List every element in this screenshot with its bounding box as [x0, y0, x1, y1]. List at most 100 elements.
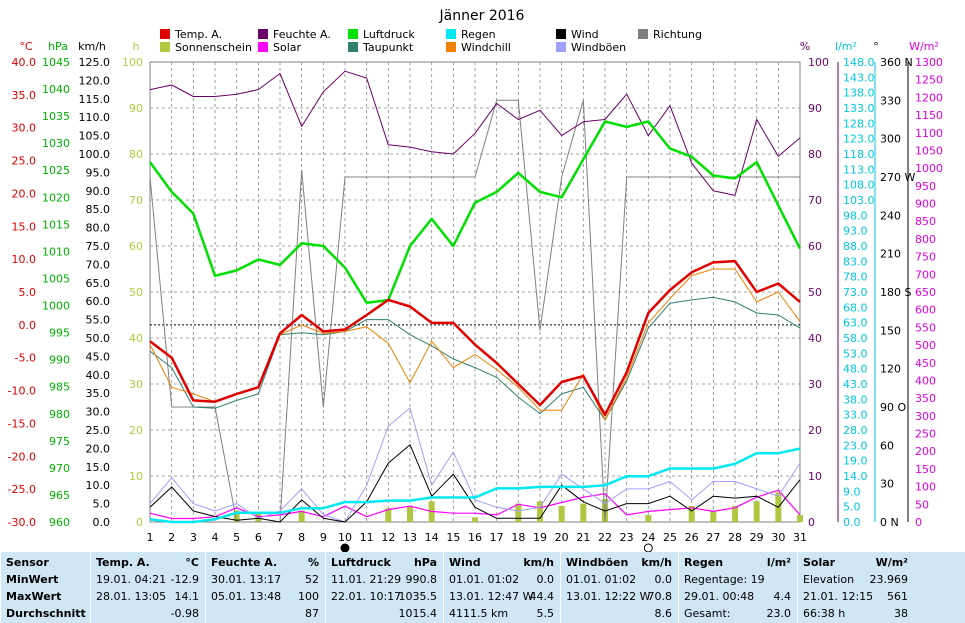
sunshine-bar: [255, 512, 262, 522]
rain-axis-tick: 73.0: [843, 286, 868, 299]
stats-label: 19.01. 04:21: [96, 573, 167, 586]
day-label: 18: [511, 531, 525, 544]
wind-axis-tick: 70.0: [86, 258, 111, 271]
day-label: 4: [212, 531, 219, 544]
pressure-axis-tick: 1025: [42, 164, 70, 177]
wind-axis-tick: 30.0: [86, 406, 111, 419]
rain-axis-tick: 0.0: [843, 516, 861, 529]
stats-label: Elevation: [803, 573, 855, 586]
rain-axis-tick: 143.0: [843, 71, 875, 84]
sunshine-bar: [753, 501, 760, 522]
humidity-axis-tick: 0: [808, 516, 815, 529]
stats-value: 23.969: [869, 573, 909, 586]
sun-axis-tick: 90: [129, 102, 143, 115]
direction-axis-tick: 270 W: [880, 171, 915, 184]
direction-axis-tick: 150: [880, 324, 901, 337]
stats-label: MaxWert: [6, 590, 62, 603]
pressure-axis-tick: 980: [49, 408, 70, 421]
legend-swatch-9: [446, 42, 456, 52]
day-label: 31: [793, 531, 807, 544]
rain-axis-tick: 63.0: [843, 317, 868, 330]
stats-value: 0.0: [654, 573, 673, 586]
stats-label: Luftdruck: [331, 556, 391, 569]
rain-axis-tick: 38.0: [843, 393, 868, 406]
solar-axis-tick: 200: [915, 445, 936, 458]
solar-axis-tick: 1100: [915, 127, 943, 140]
dewpoint-line: [149, 296, 801, 421]
pressure-axis-tick: 1035: [42, 110, 70, 123]
wind-axis-tick: 105.0: [79, 130, 111, 143]
temp-axis-tick: 5.0: [19, 286, 37, 299]
day-label: 28: [728, 531, 742, 544]
humidity-axis-tick: 50: [808, 286, 822, 299]
stats-value: 87: [305, 607, 319, 620]
legend-label-0: Temp. A.: [174, 28, 222, 41]
wind-axis-tick: 75.0: [86, 240, 111, 253]
wind-axis-tick: 45.0: [86, 350, 111, 363]
day-label: 26: [685, 531, 699, 544]
temp-axis-tick: 25.0: [12, 155, 37, 168]
sun-axis-tick: 30: [129, 378, 143, 391]
rain-axis-tick: 68.0: [843, 301, 868, 314]
rain-axis-tick: 123.0: [843, 133, 875, 146]
day-label: 2: [168, 531, 175, 544]
sun-axis-tick: 20: [129, 424, 143, 437]
wind-axis-tick: 50.0: [86, 332, 111, 345]
sunshine-bar: [472, 517, 478, 522]
direction-axis-tick: 240: [880, 209, 901, 222]
solar-axis-tick: 800: [915, 233, 936, 246]
stats-column: Regen l/m² Regentage: 19 29.01. 00:48 4.4 Ges…: [678, 552, 797, 623]
rain-axis-tick: 83.0: [843, 255, 868, 268]
solar-axis-tick: 50: [915, 498, 929, 511]
legend-label-8: Taupunkt: [362, 41, 414, 54]
stats-value: 8.6: [654, 607, 673, 620]
direction-axis-tick: 30: [880, 478, 894, 491]
temp-axis-tick: 30.0: [12, 122, 37, 135]
day-label: 29: [750, 531, 764, 544]
day-label: 24: [641, 531, 655, 544]
humidity-axis-tick: 60: [808, 240, 822, 253]
wind-axis-tick: 80.0: [86, 222, 111, 235]
direction-axis-tick: 0 N: [880, 516, 899, 529]
solar-axis-tick: 650: [915, 286, 936, 299]
solar-axis-tick: 1000: [915, 162, 943, 175]
rain-axis-tick: 14.0: [843, 470, 868, 483]
day-label: 9: [320, 531, 327, 544]
solar-axis-tick: 150: [915, 463, 936, 476]
stats-label: 13.01. 12:22 W: [566, 590, 651, 603]
stats-label: 4111.5 km: [449, 607, 509, 620]
wind-axis-tick: 65.0: [86, 277, 111, 290]
stats-value: l/m²: [766, 556, 791, 569]
wind-axis-tick: 85.0: [86, 203, 111, 216]
solar-axis-tick: 300: [915, 410, 936, 423]
sunshine-bar: [298, 510, 305, 522]
wind-axis-tick: 5.0: [93, 498, 111, 511]
pressure-axis-tick: 965: [49, 489, 70, 502]
rain-axis-tick: 138.0: [843, 87, 875, 100]
solar-axis-tick: 750: [915, 251, 936, 264]
stats-panel: Sensor MinWert MaxWert Durchschnitt Temp. A.…: [0, 552, 965, 623]
direction-axis-tick: 330: [880, 94, 901, 107]
pressure-axis-tick: 970: [49, 462, 70, 475]
stats-column: Temp. A. °C 19.01. 04:21 -12.9 28.01. 13:05 1…: [90, 552, 205, 623]
chart-title: Jänner 2016: [439, 8, 525, 24]
humidity-axis-tick: 20: [808, 424, 822, 437]
pressure-axis-tick: 975: [49, 435, 70, 448]
legend-swatch-5: [638, 29, 648, 39]
direction-axis-tick: 90 O: [880, 401, 906, 414]
sun-axis-tick: 100: [122, 56, 143, 69]
temp-axis-tick: -5.0: [15, 352, 36, 365]
rain-axis-unit: l/m²: [835, 40, 857, 53]
sun-axis-tick: 50: [129, 286, 143, 299]
rain-axis-tick: 93.0: [843, 225, 868, 238]
stats-value: 990.8: [405, 573, 438, 586]
pressure-axis-tick: 1030: [42, 137, 70, 150]
pressure-axis-tick: 985: [49, 381, 70, 394]
solar-axis-tick: 850: [915, 215, 936, 228]
stats-value: 14.1: [174, 590, 200, 603]
weather-chart: Jänner 2016 Temp. A. Feuchte A. Luftdruck Re…: [8, 8, 943, 552]
day-label: 27: [706, 531, 720, 544]
day-label: 22: [598, 531, 612, 544]
solar-axis-tick: 400: [915, 374, 936, 387]
wind-axis-tick: 40.0: [86, 369, 111, 382]
